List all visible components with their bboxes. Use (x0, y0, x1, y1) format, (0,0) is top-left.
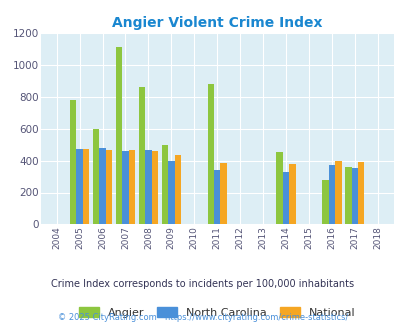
Bar (145, 150, 151, 224)
Bar (83, 149, 89, 224)
Bar (276, 152, 282, 224)
Bar (122, 151, 128, 224)
Bar (220, 162, 226, 224)
Text: Crime Index corresponds to incidents per 100,000 inhabitants: Crime Index corresponds to incidents per… (51, 279, 354, 289)
Bar (128, 150, 135, 224)
Bar (328, 165, 334, 224)
Bar (139, 87, 145, 224)
Bar (76, 149, 83, 224)
Bar (105, 150, 112, 224)
Text: © 2025 CityRating.com - https://www.cityrating.com/crime-statistics/: © 2025 CityRating.com - https://www.city… (58, 313, 347, 322)
Bar (282, 172, 288, 224)
Bar (357, 162, 364, 224)
Bar (288, 164, 295, 224)
Bar (93, 129, 99, 224)
Bar (70, 100, 76, 224)
Bar (344, 167, 351, 224)
Bar (151, 151, 158, 224)
Bar (351, 168, 357, 224)
Bar (161, 145, 168, 224)
Bar (334, 161, 341, 224)
Bar (213, 170, 220, 224)
Legend: Angier, North Carolina, National: Angier, North Carolina, National (74, 303, 359, 322)
Bar (207, 84, 213, 224)
Bar (322, 180, 328, 224)
Bar (174, 155, 181, 224)
Title: Angier Violent Crime Index: Angier Violent Crime Index (112, 16, 322, 30)
Bar (115, 47, 122, 224)
Bar (99, 148, 105, 224)
Bar (168, 161, 174, 224)
